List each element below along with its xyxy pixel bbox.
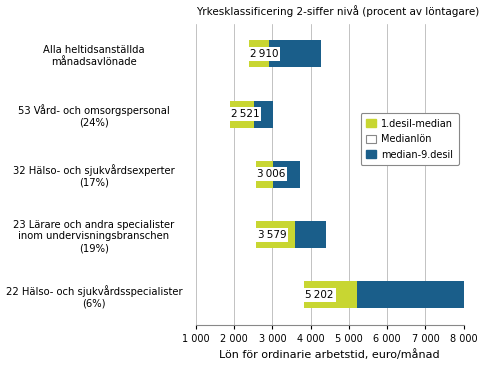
Bar bbox=[273, 161, 300, 188]
Bar bbox=[256, 221, 295, 248]
Text: 5 202: 5 202 bbox=[305, 290, 333, 300]
Text: Yrkesklassificering 2-siffer nivå (procent av löntagare): Yrkesklassificering 2-siffer nivå (proce… bbox=[196, 5, 479, 18]
Bar bbox=[295, 221, 326, 248]
Text: 3 006: 3 006 bbox=[257, 169, 285, 179]
Text: 2 910: 2 910 bbox=[250, 49, 278, 59]
Bar bbox=[356, 281, 464, 309]
Bar bbox=[256, 161, 273, 188]
Legend: 1.desil-median, Medianlön, median-9.desil: 1.desil-median, Medianlön, median-9.desi… bbox=[360, 113, 459, 165]
X-axis label: Lön för ordinarie arbetstid, euro/månad: Lön för ordinarie arbetstid, euro/månad bbox=[219, 350, 440, 361]
Text: 2 521: 2 521 bbox=[231, 109, 259, 119]
Bar bbox=[269, 40, 321, 67]
Bar bbox=[304, 281, 356, 309]
Text: 3 579: 3 579 bbox=[257, 229, 286, 240]
Bar bbox=[254, 101, 273, 128]
Bar bbox=[229, 101, 254, 128]
Bar bbox=[249, 40, 269, 67]
